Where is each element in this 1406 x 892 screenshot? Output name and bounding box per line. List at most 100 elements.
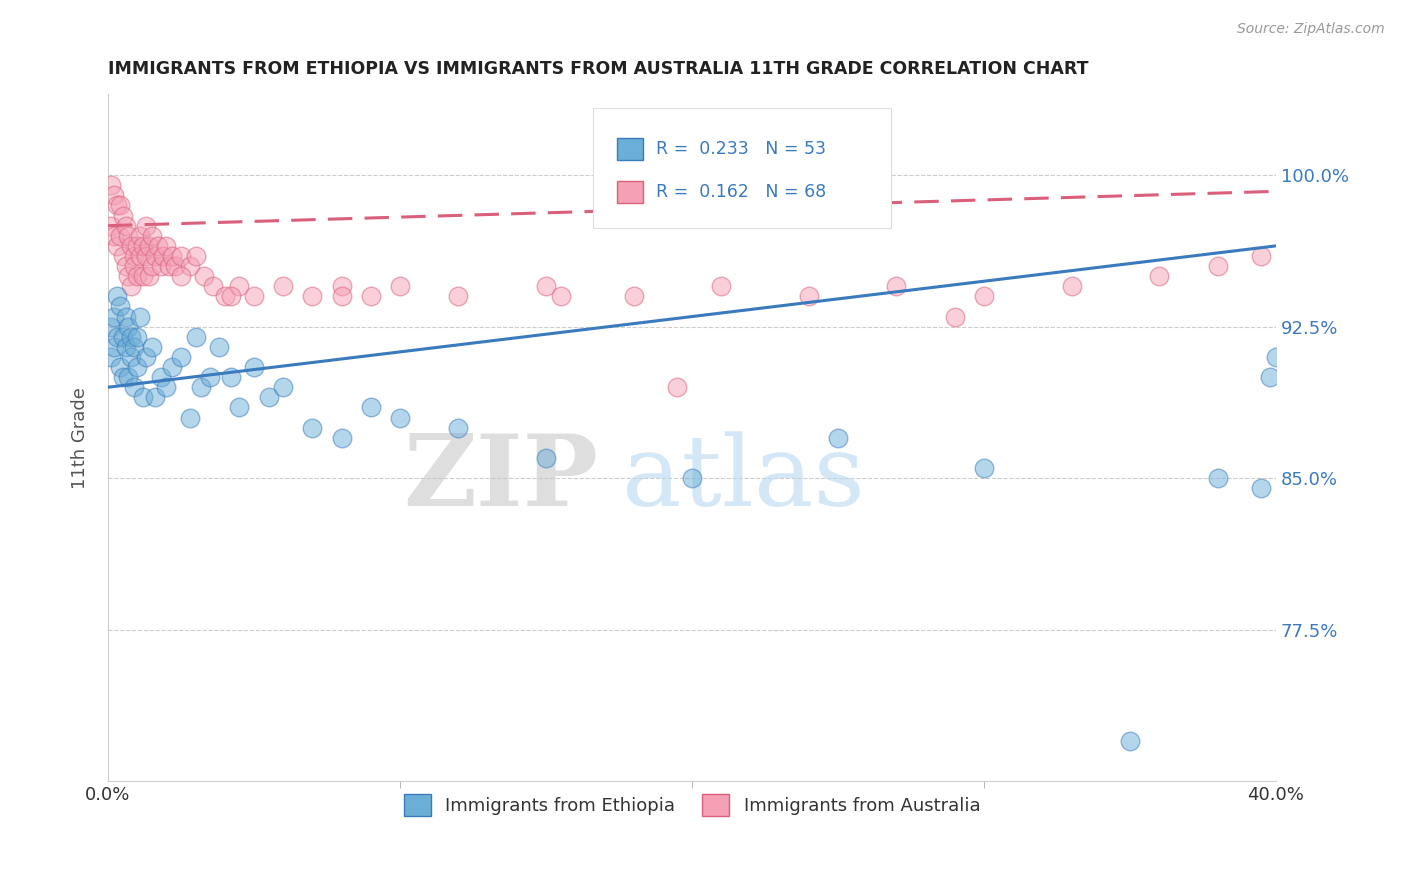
Point: [122, 340, 145, 354]
Point: [127, 239, 149, 253]
Point: [141, 340, 163, 354]
Point: [1147, 269, 1170, 284]
Point: [170, 350, 193, 364]
Point: [228, 401, 250, 415]
Point: [105, 198, 128, 212]
Point: [111, 370, 134, 384]
Point: [360, 401, 382, 415]
Point: [105, 289, 128, 303]
Point: [135, 219, 157, 233]
Point: [271, 279, 294, 293]
Point: [103, 310, 125, 324]
Point: [149, 370, 172, 384]
Point: [146, 239, 169, 253]
Point: [143, 390, 166, 404]
Point: [135, 350, 157, 364]
Point: [122, 259, 145, 273]
Text: ZIP: ZIP: [404, 431, 599, 527]
FancyBboxPatch shape: [593, 108, 890, 228]
Point: [111, 249, 134, 263]
Point: [1250, 249, 1272, 263]
Point: [103, 340, 125, 354]
Point: [886, 279, 908, 293]
Point: [623, 289, 645, 303]
Point: [243, 289, 266, 303]
Point: [184, 330, 207, 344]
Point: [160, 359, 183, 374]
Point: [152, 249, 174, 263]
Point: [710, 279, 733, 293]
Point: [179, 259, 201, 273]
Point: [1119, 733, 1142, 747]
Text: R =  0.162   N = 68: R = 0.162 N = 68: [655, 183, 825, 201]
Point: [100, 319, 122, 334]
Point: [184, 249, 207, 263]
Point: [108, 198, 131, 212]
Point: [111, 330, 134, 344]
Point: [447, 420, 470, 434]
Point: [120, 330, 142, 344]
Point: [141, 228, 163, 243]
Point: [1206, 259, 1229, 273]
Point: [1060, 279, 1083, 293]
Point: [1258, 370, 1281, 384]
FancyBboxPatch shape: [617, 138, 643, 160]
Point: [190, 380, 212, 394]
Point: [943, 310, 966, 324]
Point: [132, 239, 155, 253]
Point: [973, 289, 995, 303]
Point: [117, 228, 139, 243]
Point: [271, 380, 294, 394]
Point: [170, 269, 193, 284]
Point: [257, 390, 280, 404]
Point: [243, 359, 266, 374]
Point: [330, 279, 353, 293]
Point: [170, 249, 193, 263]
Point: [120, 279, 142, 293]
Text: R =  0.233   N = 53: R = 0.233 N = 53: [655, 140, 825, 158]
Point: [219, 289, 242, 303]
Point: [108, 228, 131, 243]
Point: [179, 410, 201, 425]
Point: [114, 219, 136, 233]
Point: [141, 259, 163, 273]
Point: [114, 340, 136, 354]
Point: [160, 249, 183, 263]
Point: [301, 420, 323, 434]
Point: [129, 249, 152, 263]
Point: [447, 289, 470, 303]
Point: [108, 359, 131, 374]
Point: [797, 289, 820, 303]
Point: [132, 390, 155, 404]
Point: [111, 209, 134, 223]
Point: [127, 359, 149, 374]
Point: [129, 228, 152, 243]
Point: [117, 269, 139, 284]
Point: [127, 330, 149, 344]
Text: atlas: atlas: [621, 431, 865, 527]
Point: [105, 239, 128, 253]
Point: [330, 289, 353, 303]
Point: [193, 269, 215, 284]
Point: [100, 350, 122, 364]
Point: [117, 319, 139, 334]
Point: [534, 450, 557, 465]
Point: [1206, 471, 1229, 485]
FancyBboxPatch shape: [617, 181, 643, 202]
Point: [202, 279, 225, 293]
Y-axis label: 11th Grade: 11th Grade: [72, 387, 89, 489]
Point: [360, 289, 382, 303]
Text: Source: ZipAtlas.com: Source: ZipAtlas.com: [1237, 22, 1385, 37]
Point: [666, 380, 689, 394]
Point: [105, 330, 128, 344]
Point: [129, 310, 152, 324]
Point: [165, 259, 187, 273]
Point: [208, 340, 231, 354]
Point: [219, 370, 242, 384]
Point: [108, 300, 131, 314]
Point: [681, 471, 703, 485]
Point: [114, 259, 136, 273]
Point: [827, 431, 849, 445]
Point: [120, 239, 142, 253]
Point: [149, 259, 172, 273]
